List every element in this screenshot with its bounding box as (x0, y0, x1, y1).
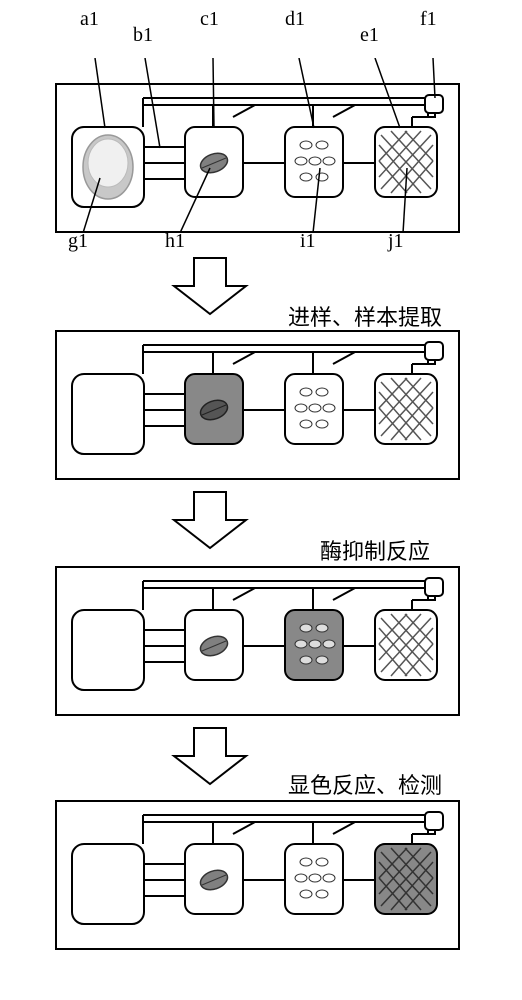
stage-3 (55, 566, 460, 716)
diagram-container: a1 b1 c1 d1 e1 f1 (0, 0, 522, 1000)
stage-1 (55, 58, 460, 233)
stage-2-svg (55, 330, 460, 480)
label-e1: e1 (360, 24, 379, 47)
side-label-1: 进样、样本提取 (288, 300, 442, 332)
label-d1: d1 (285, 8, 305, 31)
label-i1: i1 (300, 230, 316, 253)
stage-1-svg (55, 58, 460, 233)
stage-4 (55, 800, 460, 950)
label-h1: h1 (165, 230, 185, 253)
side-label-3: 显色反应、检测 (288, 768, 442, 800)
label-g1: g1 (68, 230, 88, 253)
stage-2 (55, 330, 460, 480)
side-label-2: 酶抑制反应 (320, 534, 430, 566)
arrow-1 (160, 256, 260, 318)
label-a1: a1 (80, 8, 99, 31)
arrow-2 (160, 490, 260, 552)
label-b1: b1 (133, 24, 153, 47)
stage-3-svg (55, 566, 460, 716)
label-c1: c1 (200, 8, 219, 31)
stage-4-svg (55, 800, 460, 950)
label-j1: j1 (388, 230, 404, 253)
arrow-3 (160, 726, 260, 788)
label-f1: f1 (420, 8, 437, 31)
